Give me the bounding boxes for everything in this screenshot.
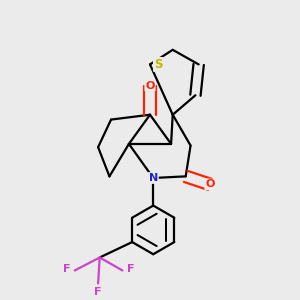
Text: O: O <box>205 179 215 190</box>
Text: F: F <box>63 264 70 274</box>
Text: N: N <box>148 173 158 183</box>
Text: F: F <box>94 286 102 296</box>
Text: F: F <box>127 264 134 274</box>
Text: O: O <box>145 80 155 91</box>
Text: S: S <box>154 58 162 71</box>
